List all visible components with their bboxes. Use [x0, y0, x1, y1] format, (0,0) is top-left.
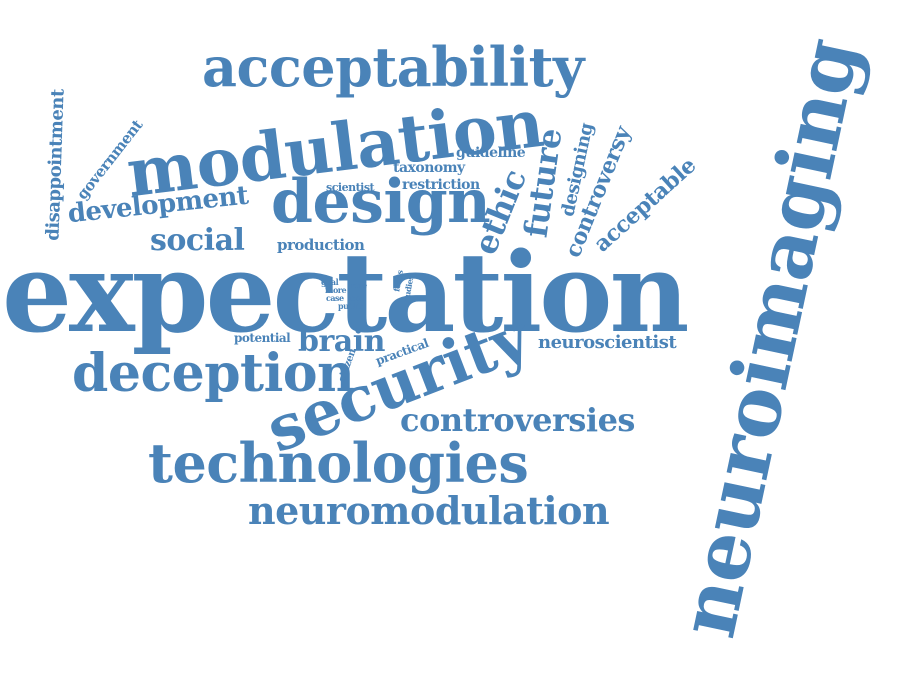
word-social: social: [150, 223, 245, 258]
word-restriction: restriction: [402, 177, 480, 193]
word-neuroscientist: neuroscientist: [538, 332, 677, 353]
word-acceptability: acceptability: [202, 35, 584, 99]
word-scientist: scientist: [326, 181, 375, 194]
word-production: production: [277, 236, 365, 254]
word-taxonomy: taxonomy: [393, 160, 465, 176]
word-case: case: [326, 293, 344, 303]
word-guideline: guideline: [456, 145, 526, 161]
word-neuromodulation: neuromodulation: [248, 488, 610, 533]
word-neuroimaging: neuroimaging: [661, 30, 878, 645]
word-expectation: expectation: [2, 228, 689, 357]
word-brain: brain: [298, 324, 385, 359]
word-technologies: technologies: [148, 431, 529, 495]
word-potential: potential: [234, 331, 291, 345]
word-more: more: [325, 285, 347, 295]
word-tool: tool: [348, 293, 364, 303]
word-goal: goal: [321, 277, 339, 287]
word-role: role: [351, 280, 367, 290]
word-public: public: [338, 301, 363, 311]
word-design: design: [271, 167, 491, 237]
word-controversies: controversies: [400, 401, 635, 439]
word-disappointment: disappointment: [42, 88, 69, 242]
word-deception: deception: [72, 343, 355, 404]
